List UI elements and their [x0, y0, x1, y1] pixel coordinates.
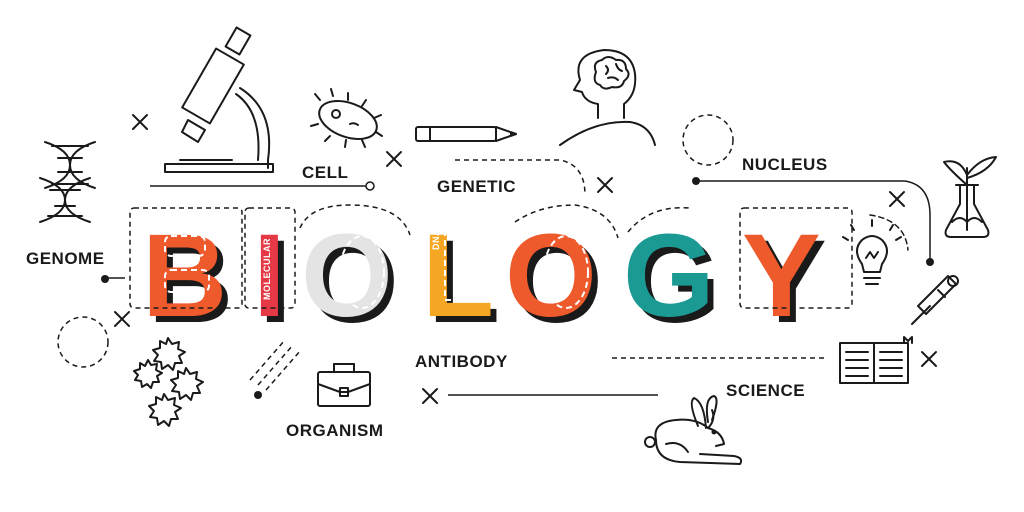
label-genome: GENOME	[26, 249, 105, 268]
letter-stitching	[164, 230, 589, 309]
bacteria-icon	[310, 88, 383, 148]
briefcase-icon	[317, 363, 371, 407]
letter-shadow: B	[148, 216, 233, 348]
title-face: B I O L O G Y	[142, 210, 821, 342]
letter-o-second: O	[505, 210, 597, 342]
label-science: SCIENCE	[726, 381, 805, 400]
letter-y: Y	[742, 210, 821, 342]
letter-i: I	[253, 210, 286, 342]
letter-o: O	[301, 210, 393, 342]
letter-shadow: I	[259, 216, 292, 348]
book-icon	[839, 336, 913, 384]
label-organism: ORGANISM	[286, 421, 384, 440]
label-genetic: GENETIC	[437, 177, 516, 196]
letter-b: B	[142, 210, 227, 342]
letter-shadow: Y	[748, 216, 827, 348]
tag-molecular: MOLECULAR	[262, 238, 272, 300]
lightbulb-icon	[842, 214, 909, 285]
label-antibody: ANTIBODY	[415, 352, 508, 371]
biology-title: B I O L O G Y B I O L O G Y	[129, 204, 853, 348]
letter-g: G	[623, 210, 715, 342]
cross-marks	[114, 114, 937, 404]
tag-dna: DNA	[431, 229, 441, 250]
rabbit-icon	[644, 395, 743, 465]
dna-icon	[39, 141, 96, 223]
letter-guides	[129, 204, 853, 309]
label-cell: CELL	[302, 163, 348, 182]
pencil-icon	[415, 126, 517, 142]
connector-lines	[57, 114, 934, 399]
topic-labels: CELL GENETIC NUCLEUS GENOME ANTIBODY SCI…	[26, 155, 828, 440]
label-nucleus: NUCLEUS	[742, 155, 828, 174]
pipette-icon	[911, 275, 959, 325]
brain-head-icon	[559, 49, 656, 146]
letter-shadow: L	[428, 216, 500, 348]
virus-icon	[133, 337, 204, 427]
plant-flask-icon	[943, 156, 997, 238]
microscope-icon	[164, 26, 274, 173]
letter-l: L	[422, 210, 494, 342]
letter-shadow: G	[629, 216, 721, 348]
